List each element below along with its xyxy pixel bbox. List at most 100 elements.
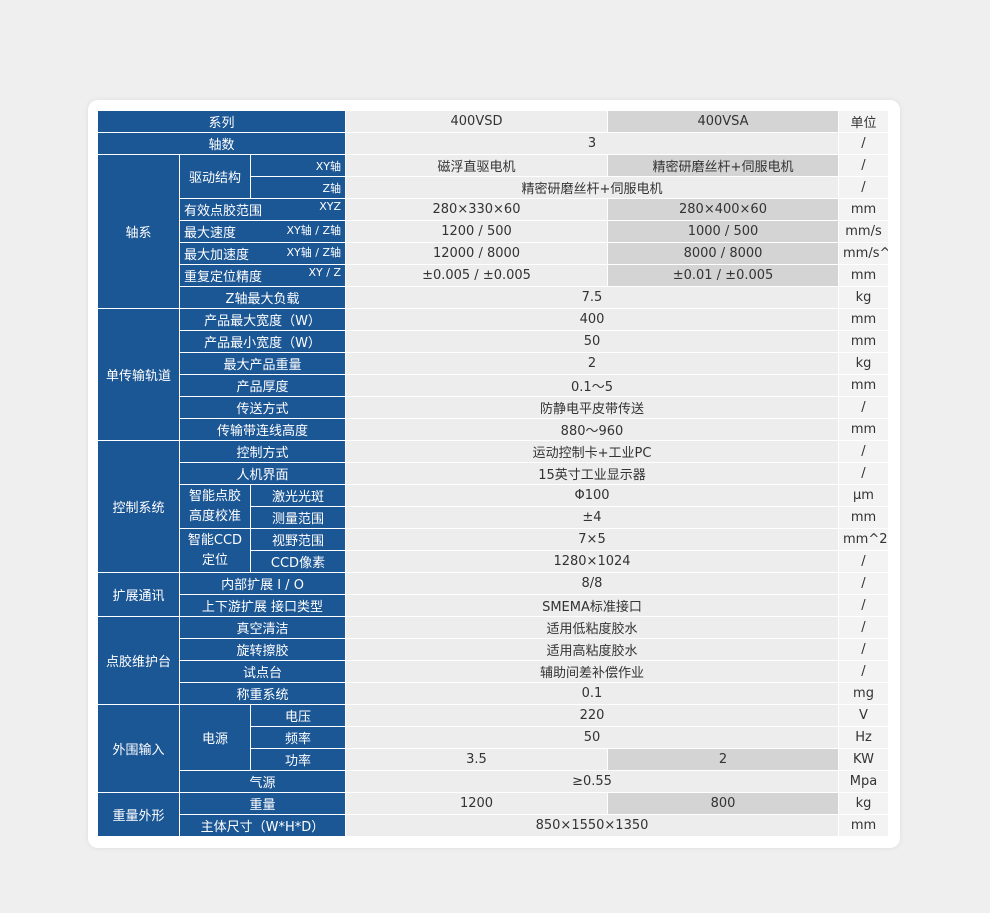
cell: KW (838, 748, 889, 771)
cell: 800 (607, 792, 839, 815)
group: 控制系统 (97, 440, 180, 573)
cell: / (838, 440, 889, 463)
label: 最大速度 (184, 226, 237, 241)
cell: 防静电平皮带传送 (345, 396, 839, 419)
sub: 智能点胶高度校准 (179, 484, 251, 529)
group: 外围输入 (97, 704, 180, 793)
cell: / (838, 396, 889, 419)
cell: 3.5 (345, 748, 608, 771)
cell: μm (838, 484, 889, 507)
cell: 850×1550×1350 (345, 814, 839, 837)
cell: 8000 / 8000 (607, 242, 839, 265)
cell: / (838, 550, 889, 573)
cell: 真空清洁 (179, 616, 346, 639)
cell: 7×5 (345, 528, 839, 551)
sub: 电源 (179, 704, 251, 771)
cell: 50 (345, 726, 839, 749)
cell: 1200 / 500 (345, 220, 608, 243)
cell: 400VSA (607, 110, 839, 133)
cell: mm (838, 506, 889, 529)
cell: 主体尺寸（W*H*D） (179, 814, 346, 837)
cell: / (838, 462, 889, 485)
label: 有效点胶范围 (184, 204, 263, 219)
cell: ±0.005 / ±0.005 (345, 264, 608, 287)
cell: 7.5 (345, 286, 839, 309)
cell: 重量 (179, 792, 346, 815)
cell: 产品厚度 (179, 374, 346, 397)
group: 点胶维护台 (97, 616, 180, 705)
cell: 280×330×60 (345, 198, 608, 221)
cell: 称重系统 (179, 682, 346, 705)
cell: 人机界面 (179, 462, 346, 485)
cell: XY轴 (250, 154, 346, 177)
cell: Z轴 (250, 176, 346, 199)
label: 最大加速度 (184, 248, 250, 263)
cell: mm (838, 198, 889, 221)
cell: 最大速度 XY轴 / Z轴 (179, 220, 346, 243)
cell: 传输带连线高度 (179, 418, 346, 441)
cell: 旋转擦胶 (179, 638, 346, 661)
sub: 智能CCD定位 (179, 528, 251, 573)
cell: 产品最大宽度（W） (179, 308, 346, 331)
cell: mm (838, 374, 889, 397)
cell: 最大加速度 XY轴 / Z轴 (179, 242, 346, 265)
cell: Mpa (838, 770, 889, 793)
qualifier: XY轴 / Z轴 (286, 224, 342, 237)
cell: / (838, 616, 889, 639)
cell: 280×400×60 (607, 198, 839, 221)
cell: 最大产品重量 (179, 352, 346, 375)
cell: 运动控制卡+工业PC (345, 440, 839, 463)
cell: V (838, 704, 889, 727)
cell: 视野范围 (250, 528, 346, 551)
group: 重量外形 (97, 792, 180, 837)
cell: 上下游扩展 接口类型 (179, 594, 346, 617)
cell: / (838, 154, 889, 177)
cell: 激光光斑 (250, 484, 346, 507)
cell: / (838, 176, 889, 199)
cell: 系列 (97, 110, 346, 133)
cell: 产品最小宽度（W） (179, 330, 346, 353)
cell: 磁浮直驱电机 (345, 154, 608, 177)
cell: mm/s^2 (838, 242, 889, 265)
cell: 频率 (250, 726, 346, 749)
cell: 3 (345, 132, 839, 155)
qualifier: XY / Z (308, 266, 342, 279)
cell: 2 (607, 748, 839, 771)
cell: 精密研磨丝杆+伺服电机 (607, 154, 839, 177)
group: 轴系 (97, 154, 180, 309)
cell: ±4 (345, 506, 839, 529)
cell: 内部扩展 I / O (179, 572, 346, 595)
cell: 12000 / 8000 (345, 242, 608, 265)
cell: mm (838, 814, 889, 837)
cell: 8/8 (345, 572, 839, 595)
group: 单传输轨道 (97, 308, 180, 441)
group: 扩展通讯 (97, 572, 180, 617)
cell: / (838, 594, 889, 617)
cell: 试点台 (179, 660, 346, 683)
cell: 400VSD (345, 110, 608, 133)
cell: 重复定位精度 XY / Z (179, 264, 346, 287)
cell: 50 (345, 330, 839, 353)
cell: mm/s (838, 220, 889, 243)
cell: 400 (345, 308, 839, 331)
cell: 1280×1024 (345, 550, 839, 573)
qualifier: XYZ (319, 200, 341, 213)
cell: mm (838, 264, 889, 287)
cell: mm^2 (838, 528, 889, 551)
cell: 电压 (250, 704, 346, 727)
cell: 适用低粘度胶水 (345, 616, 839, 639)
cell: mg (838, 682, 889, 705)
spec-table: 系列 400VSD 400VSA 单位 轴数 3/ 轴系 驱动结构 XY轴 磁浮直驱电机 精密研… (97, 110, 889, 837)
cell: Hz (838, 726, 889, 749)
cell: 1200 (345, 792, 608, 815)
label: 重复定位精度 (184, 270, 263, 285)
cell: mm (838, 330, 889, 353)
cell: kg (838, 792, 889, 815)
cell: kg (838, 286, 889, 309)
cell: 0.1～5 (345, 374, 839, 397)
cell: 适用高粘度胶水 (345, 638, 839, 661)
cell: 1000 / 500 (607, 220, 839, 243)
cell: / (838, 572, 889, 595)
cell: mm (838, 308, 889, 331)
cell: ±0.01 / ±0.005 (607, 264, 839, 287)
